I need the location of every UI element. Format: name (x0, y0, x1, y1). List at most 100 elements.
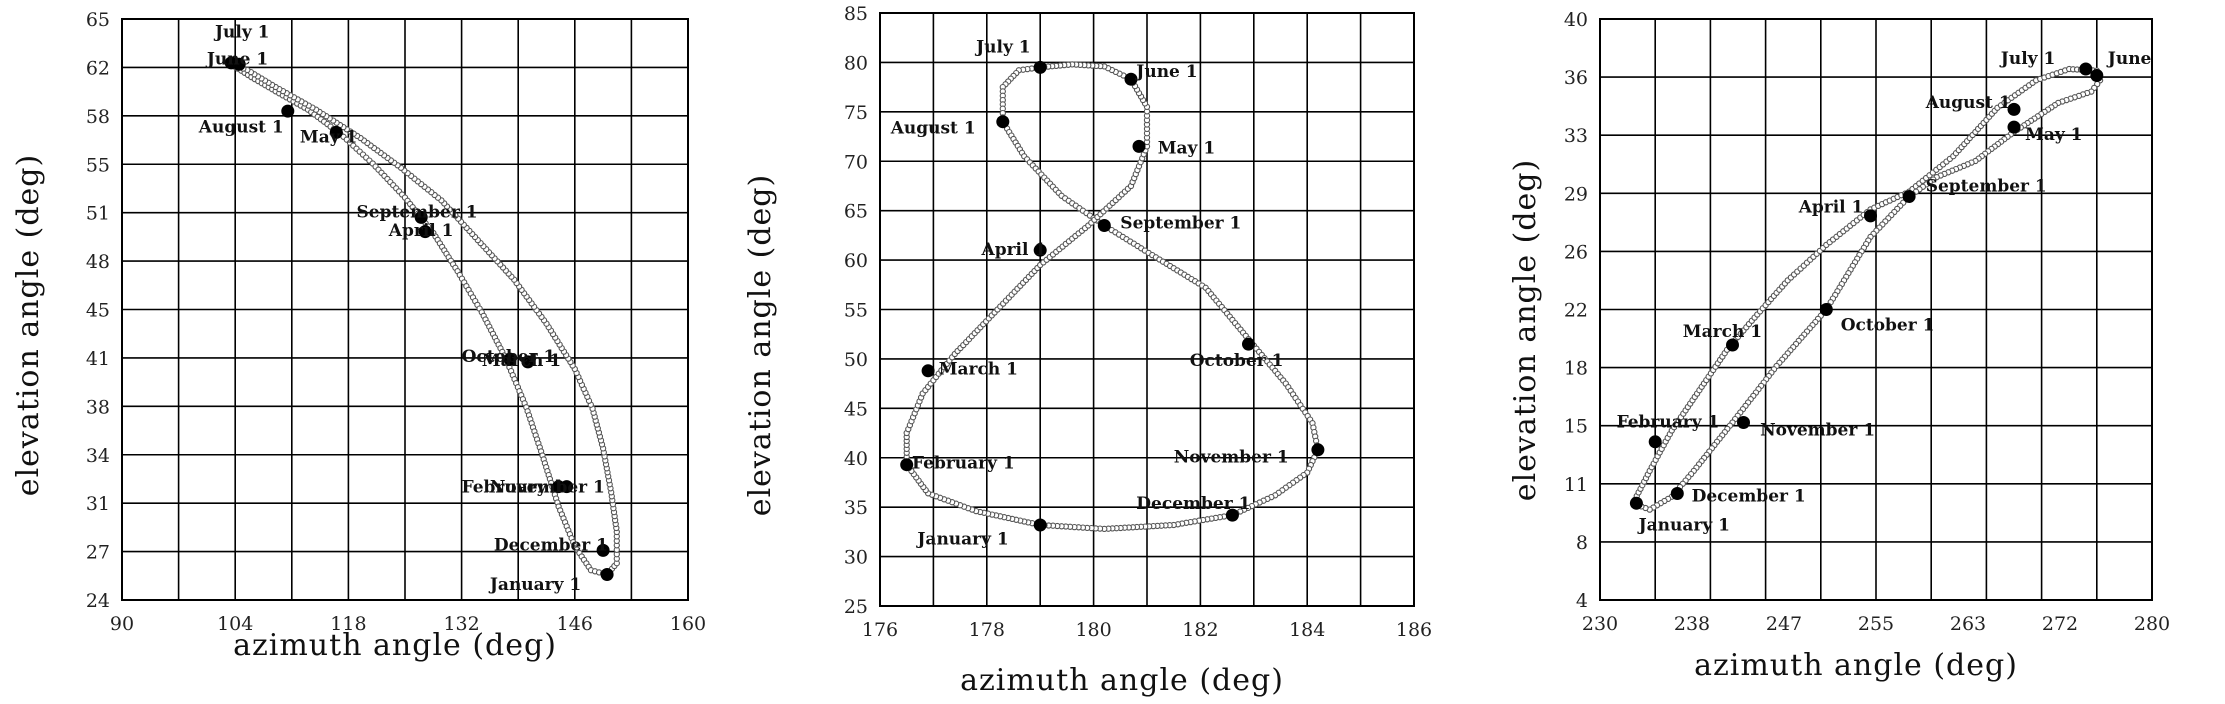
plot-area-left: 90 104 118 132 146 160 24 27 31 34 38 41 45 48 51 55 58 6… (86, 9, 706, 635)
month-markers-middle (900, 60, 1325, 532)
y-tick-label: 65 (86, 9, 110, 31)
month-marker (1726, 338, 1739, 352)
month-marker (2007, 102, 2021, 116)
y-axis-title-right: elevation angle (deg) (1508, 159, 1543, 501)
month-label: November 1 (1760, 420, 1875, 440)
y-tick-label: 40 (1564, 9, 1588, 31)
analemma-loop-right (1629, 65, 2104, 513)
month-label: October 1 (1841, 316, 1935, 336)
month-label: April 1 (388, 221, 454, 241)
month-marker (1242, 337, 1255, 351)
month-label: July 1 (213, 22, 270, 42)
x-tick-label: 146 (557, 613, 593, 635)
month-marker (418, 225, 432, 239)
month-marker (921, 364, 935, 378)
month-label: March 1 (1683, 322, 1762, 342)
x-axis-title-left: azimuth angle (deg) (233, 628, 557, 663)
y-tick-label: 36 (1564, 67, 1588, 89)
month-label: November 1 (1174, 448, 1289, 468)
y-tick-label: 58 (86, 106, 110, 128)
month-marker (1864, 209, 1877, 223)
analemma-loop-left (228, 61, 620, 578)
month-label: February 1 (1617, 412, 1720, 432)
x-axis-title-middle: azimuth angle (deg) (960, 663, 1284, 698)
y-tick-label: 4 (1576, 590, 1588, 612)
plot-frame-left (121, 18, 689, 601)
y-tick-label: 65 (844, 201, 868, 223)
y-tick-label: 55 (844, 300, 868, 322)
y-tick-label: 30 (844, 547, 868, 569)
month-label: December 1 (1692, 487, 1806, 507)
x-tick-label: 160 (670, 613, 706, 635)
y-axis-title-left: elevation angle (deg) (11, 154, 46, 496)
plot-area-right: 230 238 247 255 263 272 280 4 8 11 15 18 22 26 29 33 36 4… (1564, 9, 2170, 635)
month-marker (596, 543, 610, 557)
month-label: March 1 (482, 351, 561, 371)
y-tick-label: 33 (1564, 125, 1588, 147)
y-tick-label: 34 (86, 445, 110, 467)
y-tick-label: 62 (86, 57, 110, 79)
month-label: January 1 (915, 530, 1008, 550)
y-tick-label: 41 (86, 348, 110, 370)
month-label: October 1 (1190, 351, 1284, 371)
month-label: April 1 (981, 240, 1047, 260)
plot-frame-middle (879, 12, 1415, 607)
month-marker (552, 480, 566, 494)
month-label: July 1 (1999, 49, 2056, 69)
x-tick-label: 90 (110, 613, 134, 635)
x-tick-label: 182 (1182, 619, 1218, 641)
month-label: June 1 (1134, 62, 1197, 82)
y-tick-label: 75 (844, 102, 868, 124)
y-tick-label: 40 (844, 448, 868, 470)
month-labels-left: July 1 June 1 August 1 May 1 September 1Apri… (198, 22, 608, 595)
x-tick-label: 178 (969, 619, 1005, 641)
grid-right (1600, 19, 2152, 600)
x-tick-label: 104 (217, 613, 253, 635)
x-tick-label: 238 (1674, 613, 1710, 635)
y-tick-label: 15 (1564, 416, 1588, 438)
month-marker (329, 125, 343, 139)
x-tick-label: 176 (862, 619, 898, 641)
x-tick-label: 132 (443, 613, 479, 635)
month-label: July 1 (974, 38, 1031, 58)
month-label: May 1 (300, 127, 357, 147)
y-tick-label: 60 (844, 250, 868, 272)
month-label: August 1 (890, 119, 976, 139)
y-tick-label: 45 (86, 300, 110, 322)
month-marker (1033, 60, 1047, 74)
month-label: April 1 (1798, 198, 1864, 218)
month-marker (281, 104, 295, 118)
x-tick-label: 280 (2134, 613, 2170, 635)
month-marker (503, 352, 517, 366)
x-tick-label: 247 (1766, 613, 1802, 635)
x-tick-label: 184 (1289, 619, 1325, 641)
grid-middle (880, 13, 1414, 606)
month-marker (1033, 518, 1047, 532)
month-marker (600, 568, 614, 581)
y-tick-label: 18 (1564, 358, 1588, 380)
month-marker (1902, 190, 1916, 203)
month-marker (1311, 443, 1325, 457)
x-tick-label: 180 (1075, 619, 1111, 641)
y-tick-label: 24 (86, 590, 110, 612)
plot-area-middle: 176 178 180 182 184 186 25 30 35 40 45 50 55 60 65 70 75… (844, 3, 1432, 641)
y-tick-label: 25 (844, 596, 868, 618)
y-tick-label: 50 (844, 349, 868, 371)
y-tick-label: 80 (844, 52, 868, 74)
month-marker (996, 115, 1010, 129)
month-marker (2007, 120, 2021, 134)
y-tick-label: 51 (86, 203, 110, 225)
month-markers-right (1629, 62, 2104, 510)
month-marker (1670, 487, 1684, 500)
x-tick-label: 186 (1396, 619, 1432, 641)
month-label: May 1 (2025, 125, 2082, 145)
month-marker (1648, 435, 1662, 449)
y-tick-label: 45 (844, 398, 868, 420)
month-marker (1124, 72, 1138, 86)
y-tick-label: 70 (844, 151, 868, 173)
month-marker (1033, 243, 1047, 257)
month-label: March 1 (939, 360, 1018, 380)
x-tick-label: 255 (1858, 613, 1894, 635)
y-tick-label: 55 (86, 154, 110, 176)
